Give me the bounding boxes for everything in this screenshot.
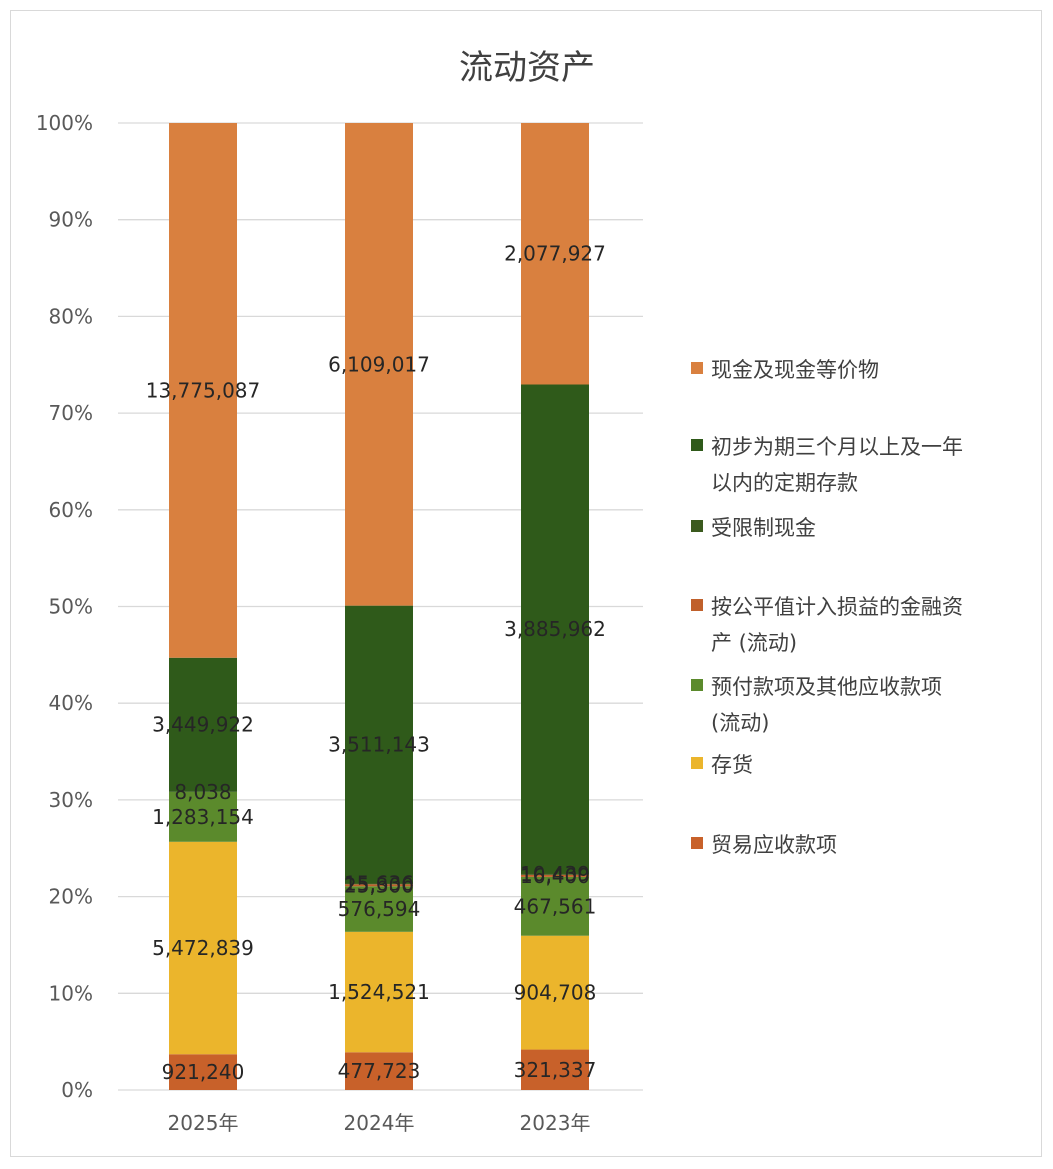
- data-label: 15,636: [344, 872, 414, 896]
- y-tick-label: 20%: [49, 885, 93, 909]
- y-tick-label: 40%: [49, 691, 93, 715]
- bar-segment: [521, 876, 589, 936]
- data-label: 921,240: [162, 1060, 245, 1084]
- legend-label: 产 (流动): [711, 631, 797, 655]
- data-label: 904,708: [514, 981, 597, 1005]
- bar-segment: [345, 883, 413, 885]
- data-label: 467,561: [514, 894, 597, 918]
- x-tick-label: 2025年: [168, 1111, 239, 1135]
- legend-label: 初步为期三个月以上及一年: [711, 435, 963, 459]
- bar-segment: [521, 874, 589, 877]
- stacked-bar-chart: 流动资产 0% 10% 20% 30% 40% 50% 60% 70% 80% 90% 100% 9…: [36, 48, 963, 1135]
- x-axis-ticks: 2025年 2024年 2023年: [168, 1111, 591, 1135]
- chart-frame: 流动资产 0% 10% 20% 30% 40% 50% 60% 70% 80% 90% 100% 9…: [10, 10, 1042, 1157]
- legend-swatch: [691, 520, 703, 532]
- data-label: 3,885,962: [504, 617, 606, 641]
- legend-label: 预付款项及其他应收款项: [711, 675, 942, 699]
- bar-segment: [345, 605, 413, 884]
- legend-swatch: [691, 599, 703, 611]
- legend: 现金及现金等价物初步为期三个月以上及一年以内的定期存款受限制现金按公平值计入损益…: [691, 358, 963, 857]
- data-label: 2,077,927: [504, 242, 606, 266]
- bar-segment: [169, 1054, 237, 1090]
- legend-label: (流动): [711, 711, 769, 735]
- data-label: 10,439: [520, 862, 590, 886]
- chart-title: 流动资产: [459, 48, 595, 88]
- bar-segment: [345, 886, 413, 932]
- legend-label: 以内的定期存款: [711, 471, 858, 495]
- bar-segment: [521, 935, 589, 1050]
- y-tick-label: 90%: [49, 208, 93, 232]
- data-label: 1,283,154: [152, 805, 254, 829]
- data-label: 13,775,087: [146, 378, 261, 402]
- legend-swatch: [691, 439, 703, 451]
- bar-segment: [345, 931, 413, 1053]
- bar-segment: [345, 1052, 413, 1090]
- bar-segment: [521, 873, 589, 875]
- y-tick-label: 0%: [61, 1078, 93, 1102]
- bar-segment: [169, 657, 237, 792]
- legend-label: 受限制现金: [711, 516, 816, 540]
- y-tick-label: 50%: [49, 595, 93, 619]
- data-label: 321,337: [514, 1058, 597, 1082]
- bars: [169, 123, 589, 1090]
- y-tick-label: 30%: [49, 788, 93, 812]
- y-tick-label: 80%: [49, 304, 93, 328]
- bar-segment: [345, 123, 413, 606]
- legend-swatch: [691, 837, 703, 849]
- bar-segment: [169, 123, 237, 658]
- data-label: 5,472,839: [152, 936, 254, 960]
- data-label: 477,723: [338, 1059, 421, 1083]
- legend-swatch: [691, 757, 703, 769]
- y-tick-label: 60%: [49, 498, 93, 522]
- legend-swatch: [691, 679, 703, 691]
- data-label: 576,594: [338, 897, 421, 921]
- x-tick-label: 2023年: [520, 1111, 591, 1135]
- data-label: 16,400: [520, 864, 590, 888]
- data-label: 8,038: [174, 780, 231, 804]
- data-label: 25,300: [344, 873, 414, 897]
- data-label: 3,511,143: [328, 732, 430, 756]
- legend-label: 存货: [711, 753, 753, 777]
- bar-segment: [345, 884, 413, 887]
- bar-segment: [521, 1049, 589, 1090]
- bar-segment: [169, 791, 237, 842]
- y-tick-label: 100%: [36, 111, 93, 135]
- y-tick-label: 10%: [49, 981, 93, 1005]
- bar-segment: [521, 123, 589, 385]
- data-label: 1,524,521: [328, 980, 430, 1004]
- y-axis-ticks: 0% 10% 20% 30% 40% 50% 60% 70% 80% 90% 100%: [36, 111, 93, 1102]
- data-label: 6,109,017: [328, 352, 430, 376]
- x-tick-label: 2024年: [344, 1111, 415, 1135]
- data-label: 3,449,922: [152, 713, 254, 737]
- legend-swatch: [691, 362, 703, 374]
- bar-segment: [521, 384, 589, 874]
- legend-label: 现金及现金等价物: [711, 358, 879, 382]
- legend-label: 贸易应收款项: [711, 833, 837, 857]
- legend-label: 按公平值计入损益的金融资: [711, 595, 963, 619]
- y-tick-label: 70%: [49, 401, 93, 425]
- bar-segment: [169, 841, 237, 1055]
